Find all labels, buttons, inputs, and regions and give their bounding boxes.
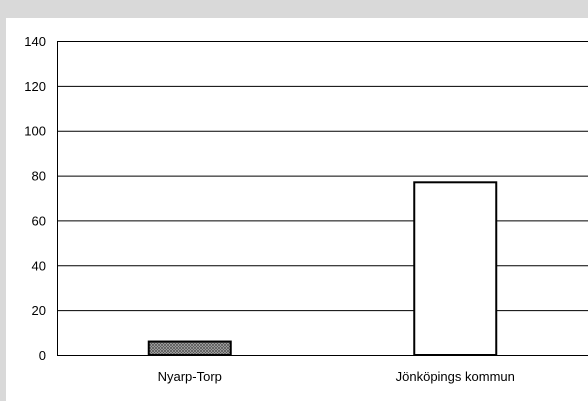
chart-frame: 0 20 40 60 80 100 120 140 Nyarp-Torp Jönköpings … bbox=[6, 18, 588, 401]
y-tick-label-40: 40 bbox=[32, 258, 46, 273]
axes bbox=[57, 41, 588, 356]
y-tick-label-140: 140 bbox=[24, 34, 46, 49]
y-tick-label-60: 60 bbox=[32, 213, 46, 228]
y-tick-label-80: 80 bbox=[32, 169, 46, 184]
y-tick-label-120: 120 bbox=[24, 79, 46, 94]
bar-1 bbox=[413, 181, 498, 356]
x-tick-label-1: Jönköpings kommun bbox=[396, 369, 515, 384]
y-tick-label-20: 20 bbox=[32, 303, 46, 318]
x-tick-label-0: Nyarp-Torp bbox=[158, 369, 222, 384]
y-tick-label-100: 100 bbox=[24, 124, 46, 139]
x-tick-labels: Nyarp-Torp Jönköpings kommun bbox=[158, 369, 515, 384]
y-tick-label-0: 0 bbox=[39, 348, 46, 363]
bars bbox=[147, 181, 498, 356]
bar-chart: 0 20 40 60 80 100 120 140 Nyarp-Torp Jönköpings … bbox=[24, 34, 588, 384]
y-tick-labels: 0 20 40 60 80 100 120 140 bbox=[24, 34, 46, 363]
bar-0 bbox=[147, 340, 232, 356]
gridlines bbox=[57, 41, 588, 312]
